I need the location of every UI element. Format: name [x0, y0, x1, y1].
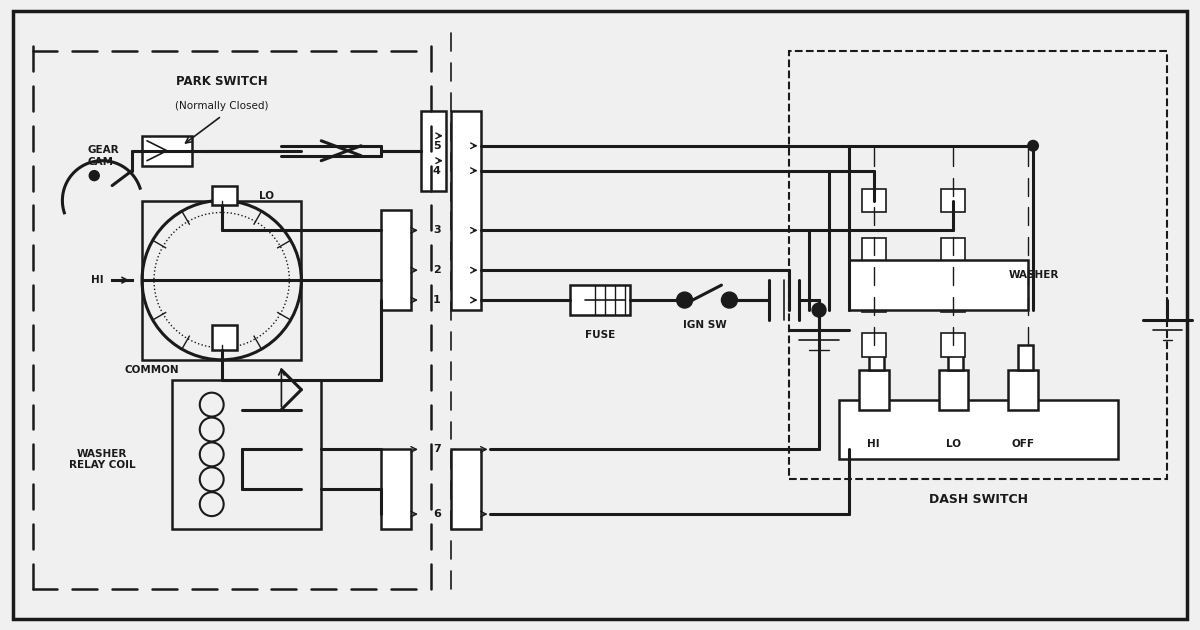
Text: COMMON: COMMON	[125, 365, 179, 375]
Bar	[938, 370, 968, 410]
Text: LO: LO	[259, 190, 274, 200]
Circle shape	[1027, 140, 1039, 152]
Circle shape	[812, 303, 826, 317]
Text: GEAR
CAM: GEAR CAM	[88, 145, 119, 166]
Bar	[421, 111, 445, 190]
Text: FUSE: FUSE	[584, 330, 616, 340]
Circle shape	[677, 292, 692, 308]
Text: 1: 1	[433, 295, 440, 305]
Bar	[451, 449, 480, 529]
Text: LO: LO	[946, 440, 961, 449]
Bar	[862, 238, 886, 262]
Text: 2: 2	[433, 265, 440, 275]
Bar	[211, 186, 236, 205]
Bar	[451, 111, 480, 310]
Bar	[869, 345, 883, 370]
Text: 6: 6	[433, 509, 440, 519]
Circle shape	[89, 171, 100, 181]
Bar	[942, 288, 965, 312]
Text: OFF: OFF	[1012, 440, 1034, 449]
Bar	[380, 210, 410, 310]
Bar	[942, 188, 965, 212]
Bar	[862, 188, 886, 212]
Text: PARK SWITCH: PARK SWITCH	[176, 74, 268, 88]
Bar	[790, 51, 1168, 479]
Bar	[1018, 345, 1033, 370]
Bar	[859, 370, 889, 410]
Bar	[839, 399, 1117, 459]
Text: DASH SWITCH: DASH SWITCH	[929, 493, 1028, 506]
Text: 4: 4	[433, 166, 440, 176]
Bar	[570, 285, 630, 315]
Bar	[948, 345, 964, 370]
Bar	[942, 333, 965, 357]
Text: IGN SW: IGN SW	[683, 320, 726, 330]
Bar	[142, 200, 301, 360]
Text: 7: 7	[433, 444, 440, 454]
Bar	[142, 136, 192, 166]
Text: HI: HI	[868, 440, 880, 449]
Text: HI: HI	[91, 275, 103, 285]
Bar	[862, 288, 886, 312]
Text: 5: 5	[433, 140, 440, 151]
Text: WASHER: WASHER	[1008, 270, 1058, 280]
Bar	[1008, 370, 1038, 410]
Bar	[942, 238, 965, 262]
Bar	[172, 380, 322, 529]
Text: (Normally Closed): (Normally Closed)	[175, 101, 269, 111]
Circle shape	[721, 292, 737, 308]
Bar	[380, 449, 410, 529]
Text: 3: 3	[433, 226, 440, 236]
Bar	[211, 325, 236, 350]
Text: WASHER
RELAY COIL: WASHER RELAY COIL	[68, 449, 136, 470]
Bar	[862, 333, 886, 357]
Bar	[848, 260, 1028, 310]
